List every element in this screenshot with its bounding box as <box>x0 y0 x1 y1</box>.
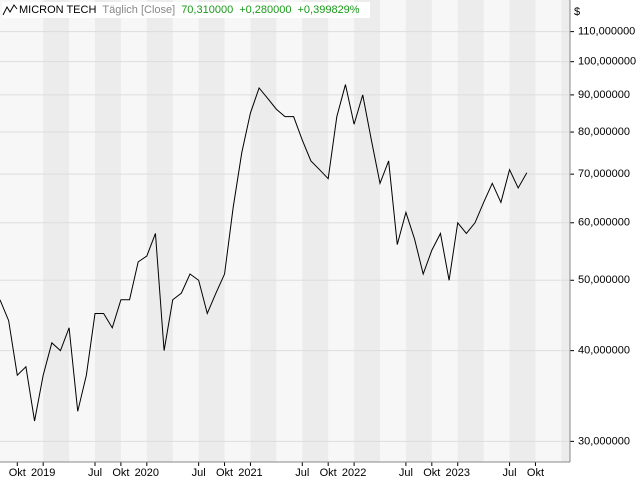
x-tick-label: Jul <box>88 467 102 479</box>
y-tick-label: 80,000000 <box>578 126 630 138</box>
quarter-band <box>146 0 173 462</box>
quarter-band <box>43 0 70 462</box>
last-value: 70,310000 <box>181 4 234 16</box>
x-tick-label: Okt <box>112 467 129 479</box>
change: +0,280000 <box>239 4 292 16</box>
x-tick-label: Okt <box>527 467 544 479</box>
x-tick-label: Okt <box>216 467 233 479</box>
x-tick-label: 2019 <box>31 467 55 479</box>
x-tick-label: Jul <box>192 467 206 479</box>
y-tick-label: 110,000000 <box>578 26 635 38</box>
x-tick-label: 2020 <box>135 467 159 479</box>
x-tick-label: Okt <box>423 467 440 479</box>
quarter-band <box>302 0 329 462</box>
x-tick-label: 2021 <box>238 467 262 479</box>
x-tick-label: Jul <box>295 467 309 479</box>
chart-header: MICRON TECH Täglich [Close] 70,310000 +0,28… <box>2 2 370 18</box>
y-tick-label: 100,000000 <box>578 56 636 68</box>
quarter-band <box>405 0 432 462</box>
quarter-band <box>250 0 277 462</box>
y-tick-label: 40,000000 <box>578 345 630 357</box>
plot-background <box>0 0 570 462</box>
x-tick-label: 2022 <box>342 467 366 479</box>
chart-title: MICRON TECH <box>19 4 97 16</box>
y-tick-label: 90,000000 <box>578 89 630 101</box>
quarter-band <box>457 0 484 462</box>
quarter-band <box>198 0 225 462</box>
quarter-band <box>561 0 570 462</box>
y-tick-label: 50,000000 <box>578 274 630 286</box>
line-icon <box>2 4 18 16</box>
x-tick-label: Jul <box>503 467 517 479</box>
quarter-band <box>95 0 121 462</box>
y-tick-label: 70,000000 <box>578 168 630 180</box>
y-tick-label: 60,000000 <box>578 217 630 229</box>
y-unit: $ <box>574 6 580 18</box>
y-tick-label: 30,000000 <box>578 435 630 447</box>
x-tick-label: Okt <box>9 467 26 479</box>
quarter-band <box>509 0 536 462</box>
chart-subtitle: Täglich [Close] <box>102 4 176 16</box>
x-tick-label: Jul <box>399 467 413 479</box>
x-tick-label: 2023 <box>445 467 469 479</box>
quarter-band <box>354 0 380 462</box>
price-line <box>0 84 528 422</box>
x-tick-label: Okt <box>320 467 337 479</box>
change-pct: +0,399829% <box>297 4 360 16</box>
